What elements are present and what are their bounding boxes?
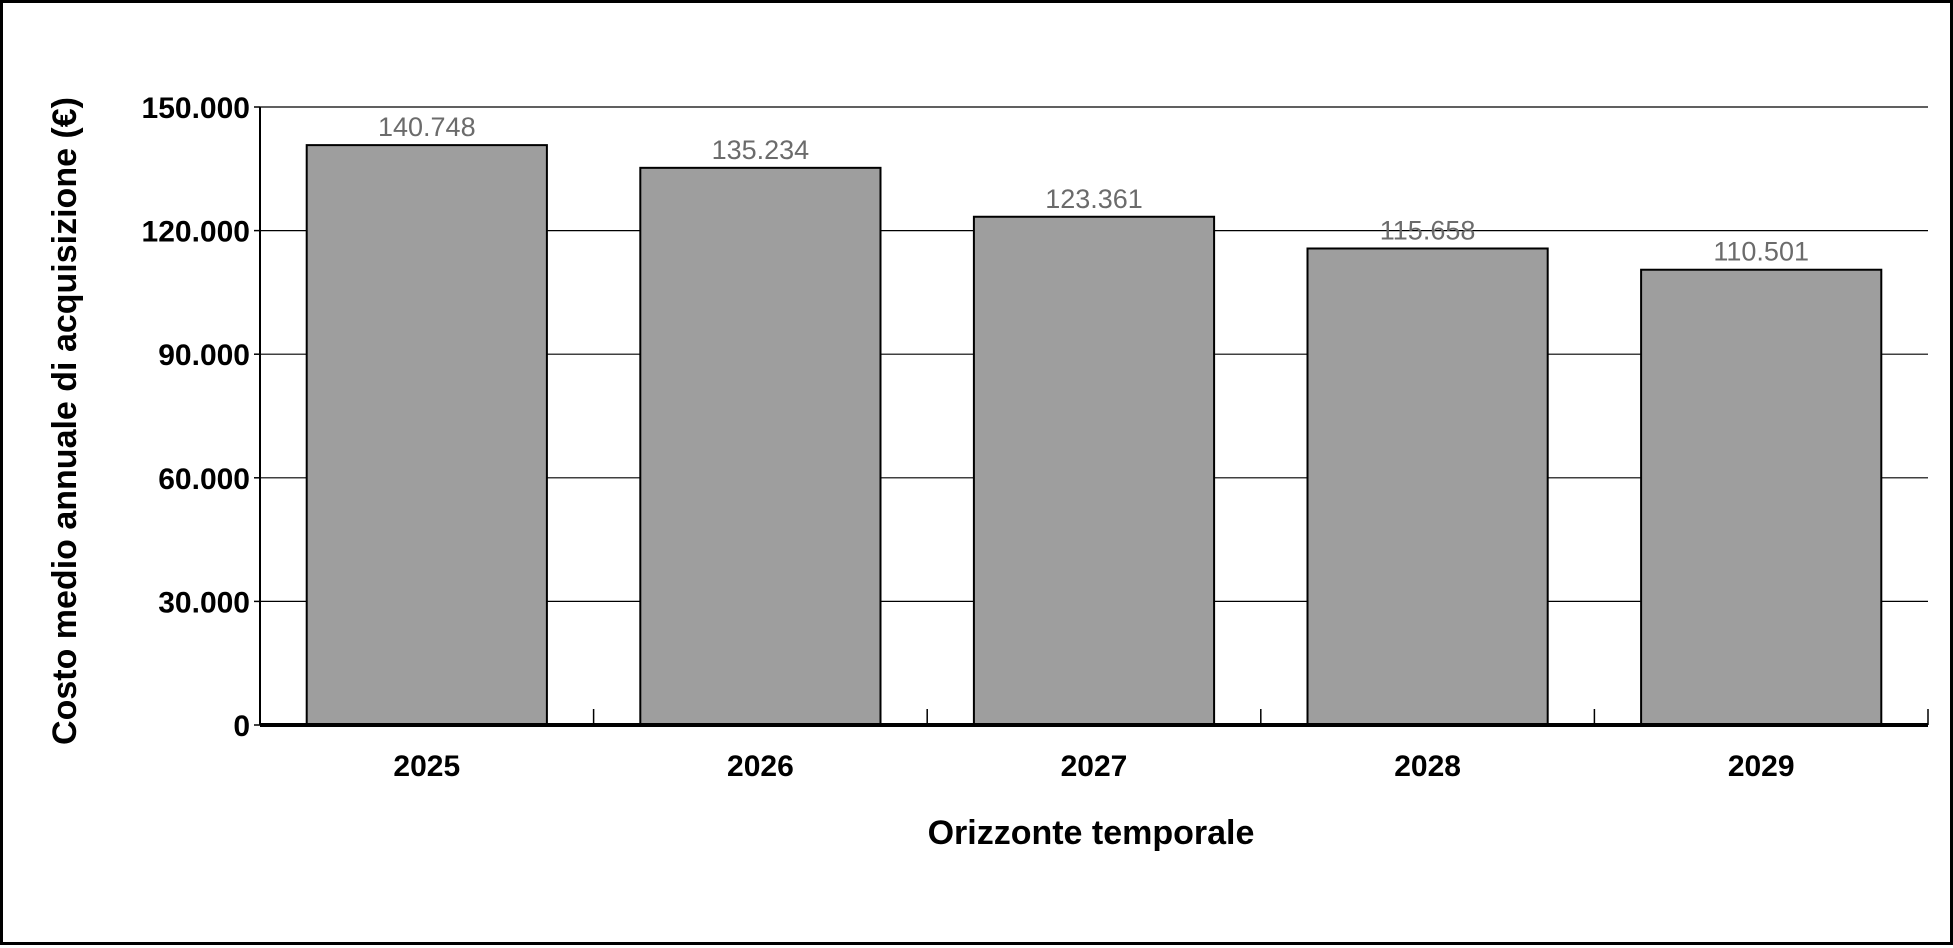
x-tick-label-2026: 2026 — [727, 750, 794, 783]
data-label-2025: 140.748 — [378, 112, 476, 142]
y-tick-label-4: 120.000 — [142, 216, 250, 249]
y-tick-label-2: 60.000 — [158, 463, 250, 496]
bar-2025 — [305, 144, 548, 727]
bar-2026 — [639, 166, 882, 726]
x-axis-title: Orizzonte temporale — [928, 814, 1255, 852]
bar-2028 — [1306, 247, 1549, 726]
bar-2029 — [1640, 268, 1883, 726]
data-label-2028: 115.658 — [1380, 215, 1476, 245]
bars — [305, 144, 1883, 727]
data-label-2027: 123.361 — [1045, 184, 1143, 214]
y-tick-label-1: 30.000 — [158, 586, 250, 619]
labels: 0 30.000 60.000 90.000 120.000 150.000 140.748… — [142, 92, 1809, 783]
y-tick-label-0: 0 — [233, 710, 250, 743]
x-tick-label-2028: 2028 — [1394, 750, 1461, 783]
x-tick-label-2027: 2027 — [1061, 750, 1128, 783]
data-label-2026: 135.234 — [712, 135, 810, 165]
x-tick-label-2029: 2029 — [1728, 750, 1795, 783]
data-label-2029: 110.501 — [1713, 237, 1809, 267]
axes — [254, 106, 1929, 727]
y-axis-title: Costo medio annuale di acquisizione (€) — [46, 97, 84, 745]
bar-2027 — [972, 215, 1216, 726]
y-tick-label-5: 150.000 — [142, 92, 250, 125]
x-tick-label-2025: 2025 — [393, 750, 460, 783]
bar-chart: 0 30.000 60.000 90.000 120.000 150.000 140.748… — [46, 92, 1929, 852]
y-tick-label-3: 90.000 — [158, 339, 250, 372]
